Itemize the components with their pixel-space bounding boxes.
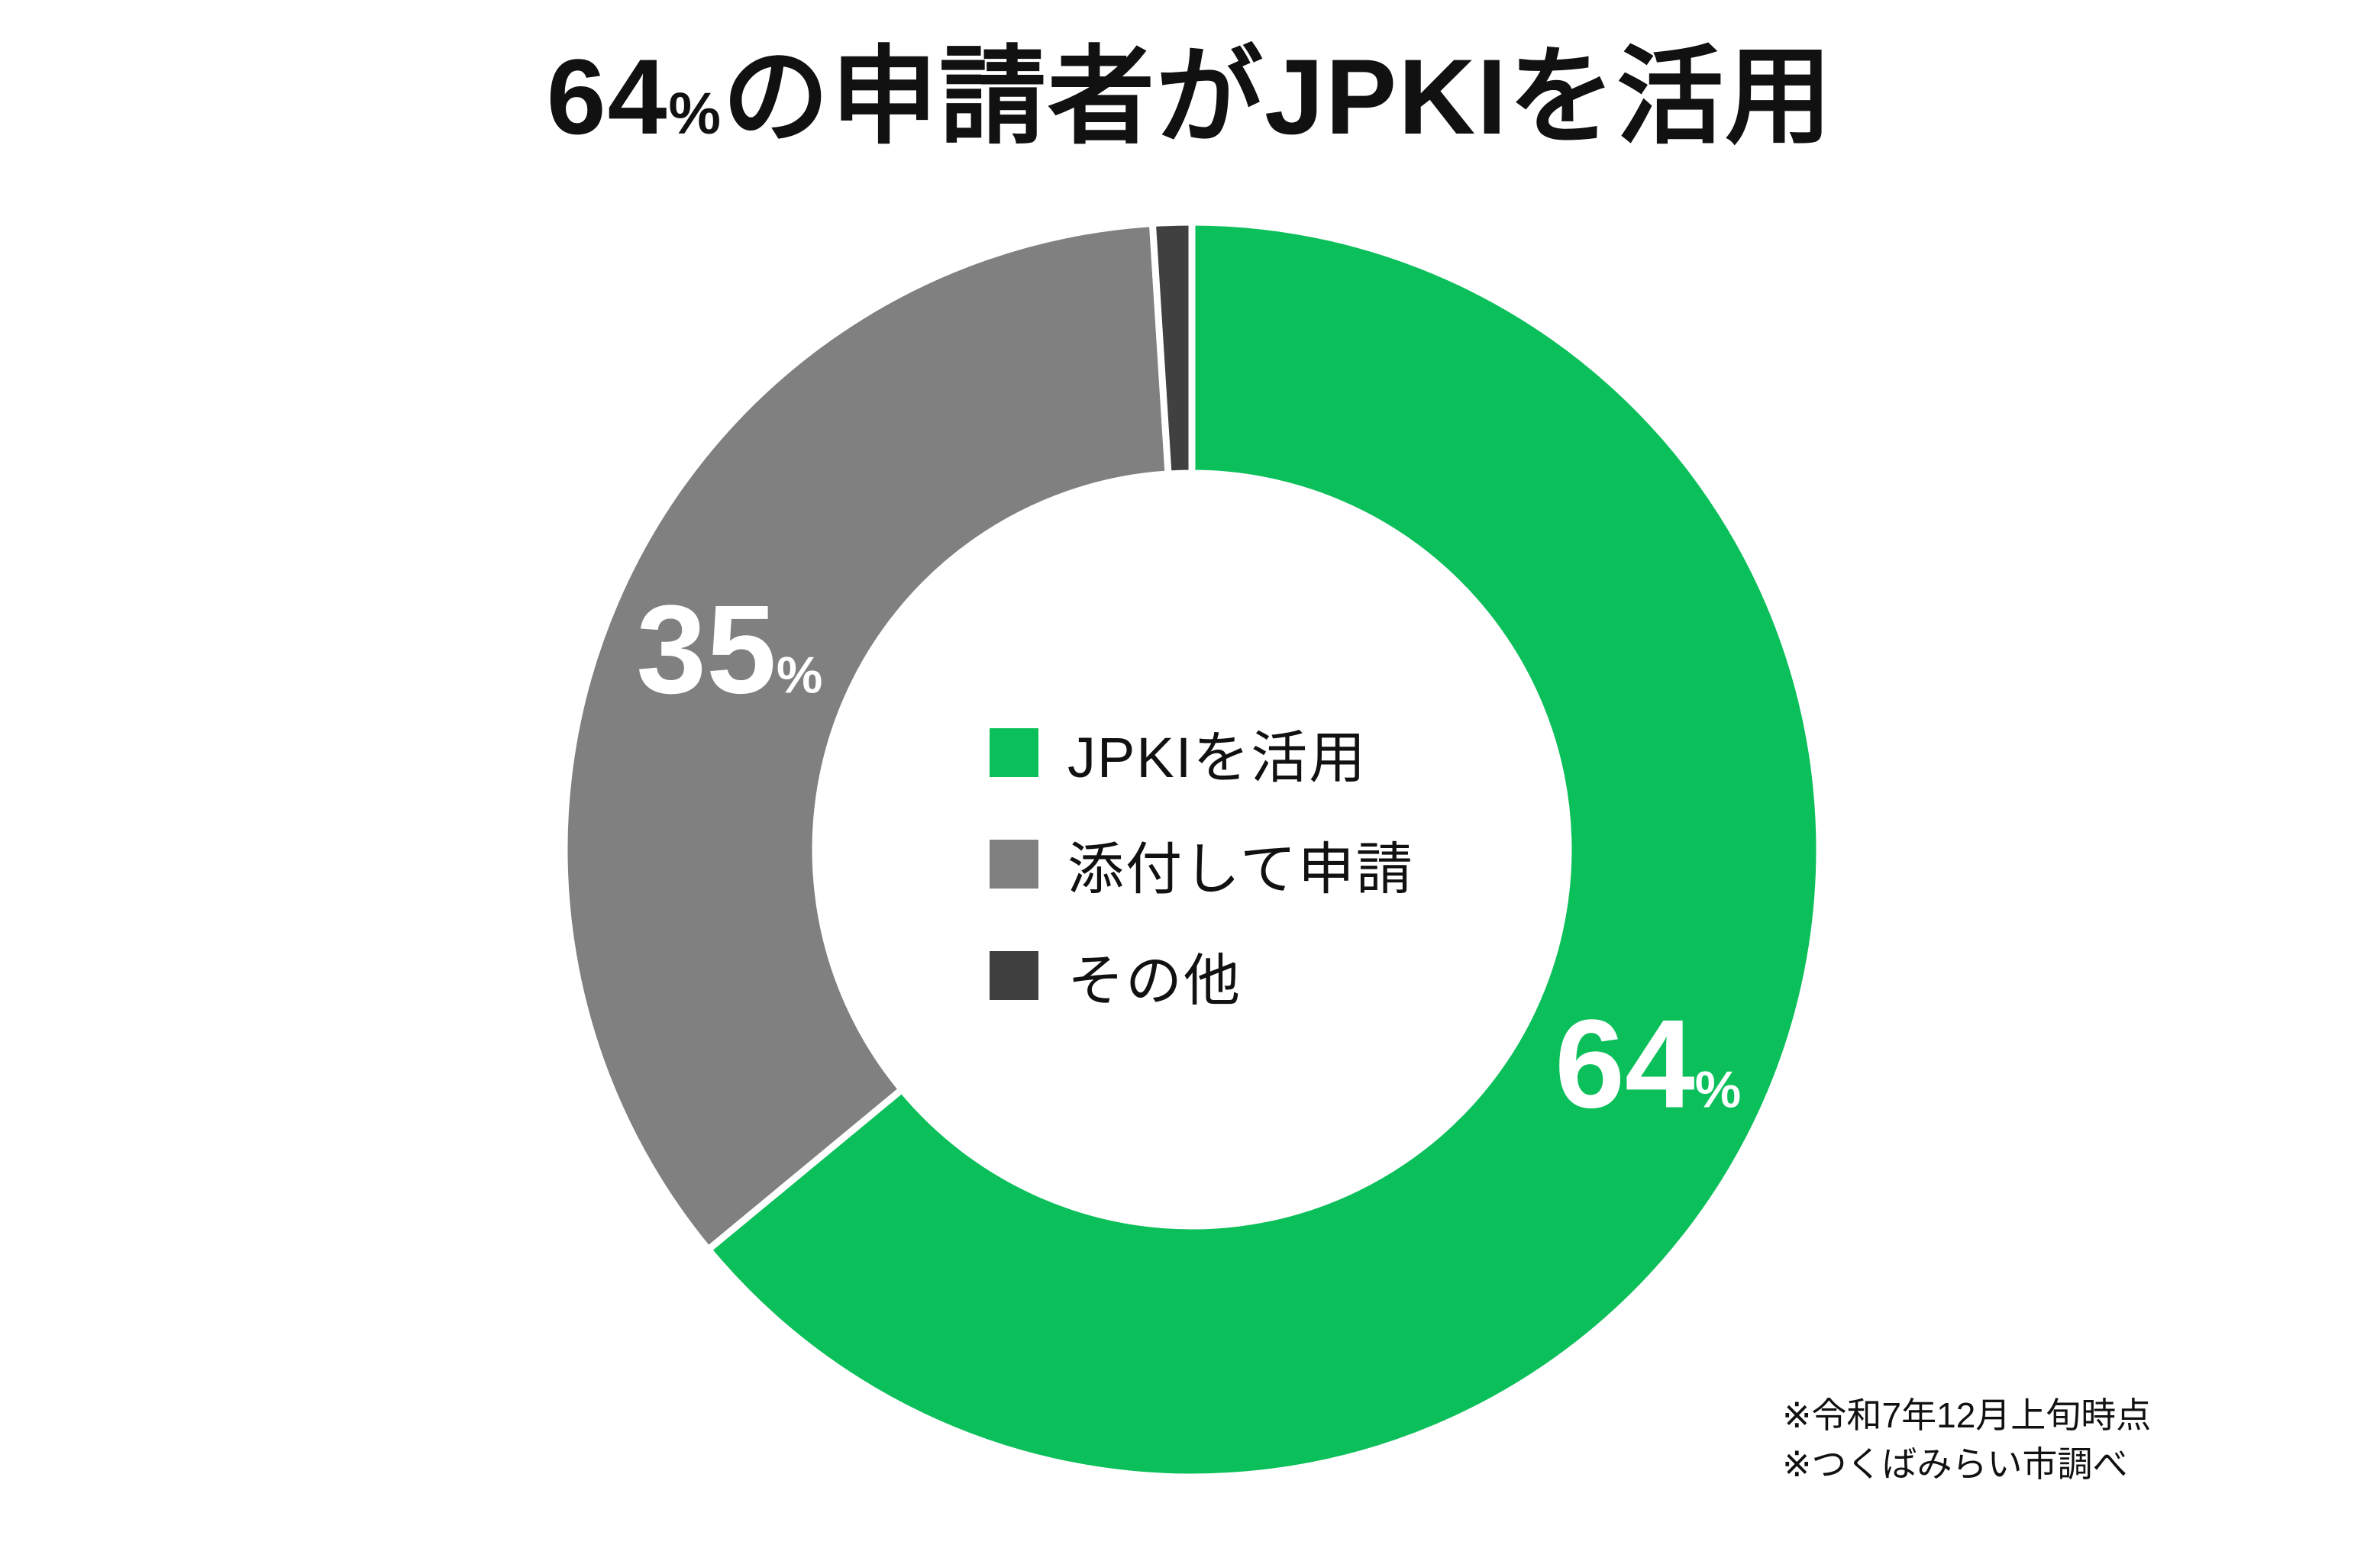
legend-label-jpki: JPKIを活用 <box>1067 725 1368 789</box>
slice-label-jpki-percent: % <box>1694 1060 1742 1119</box>
donut-slice-2 <box>1148 218 1196 478</box>
footnote-source: ※つくばみらい市調べ <box>1782 1444 2128 1484</box>
legend-swatch-green <box>990 728 1038 777</box>
legend-label-attach: 添付して申請 <box>1067 837 1414 901</box>
slice-label-attach-percent: % <box>776 646 823 705</box>
title-percent-sign: % <box>668 81 722 147</box>
legend-swatch-dark <box>990 951 1038 1000</box>
slice-label-attach: 35% <box>636 586 822 712</box>
title-number: 64 <box>546 37 669 156</box>
slice-label-jpki: 64% <box>1555 1001 1742 1127</box>
legend-item-jpki: JPKIを活用 <box>990 724 1414 789</box>
slice-label-jpki-number: 64 <box>1555 993 1695 1134</box>
legend-swatch-gray <box>990 840 1038 889</box>
title-text: の申請者がJPKIを活用 <box>722 37 1834 156</box>
legend-label-other: その他 <box>1067 948 1242 1012</box>
donut-slice-1 <box>560 220 1172 1253</box>
slice-label-attach-number: 35 <box>636 579 777 720</box>
page-title: 64%の申請者がJPKIを活用 <box>0 32 2380 179</box>
donut-slice-0 <box>705 218 1823 1481</box>
legend: JPKIを活用 添付して申請 その他 <box>990 724 1414 1012</box>
footnotes: ※令和7年12月上旬時点 ※つくばみらい市調べ <box>1782 1391 2151 1489</box>
footnote-date: ※令和7年12月上旬時点 <box>1782 1395 2152 1435</box>
legend-item-attach: 添付して申請 <box>990 835 1414 901</box>
legend-item-other: その他 <box>990 947 1414 1012</box>
donut-chart <box>560 218 1823 1481</box>
